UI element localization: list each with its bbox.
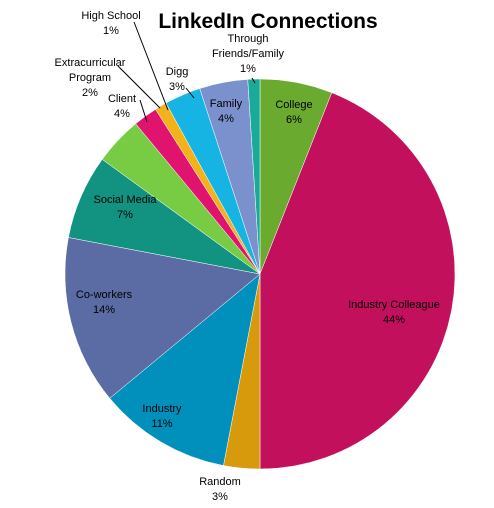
slice-label-social-media: Social Media 7% [94, 194, 158, 221]
leader-line-high-school [133, 21, 169, 111]
slice-label-digg: Digg 3% [166, 66, 189, 93]
pie-slice-industry [109, 273, 261, 466]
slice-label-through-friends-family: Through Friends/Family 1% [212, 33, 285, 75]
slice-label-industry-colleague: Industry Colleague 44% [348, 299, 440, 326]
slice-label-co-workers: Co-workers 14% [76, 289, 133, 316]
leader-line-extracurricular-program [117, 65, 161, 109]
leader-lines [117, 21, 256, 123]
leader-line-through-friends-family [251, 77, 256, 84]
slice-label-client: Client 4% [108, 93, 136, 120]
slice-label-family: Family 4% [210, 98, 243, 125]
slice-label-extracurricular-program: Extracurricular Program 2% [55, 57, 126, 99]
leader-line-digg [185, 87, 195, 99]
pie-slice-through-friends-family [247, 78, 261, 275]
pie-slice-co-workers [64, 237, 261, 399]
slice-label-high-school: High School 1% [81, 10, 140, 37]
pie-slices [64, 78, 456, 470]
slice-labels: College 6% Industry Colleague 44% Random 3% In… [55, 10, 440, 503]
chart-title: LinkedIn Connections [158, 10, 377, 33]
slice-label-college: College 6% [275, 99, 312, 126]
slice-label-industry: Industry 11% [142, 403, 182, 430]
pie-slice-industry-colleague [259, 92, 456, 470]
slice-label-random: Random 3% [199, 476, 241, 503]
leader-line-client [139, 99, 148, 123]
